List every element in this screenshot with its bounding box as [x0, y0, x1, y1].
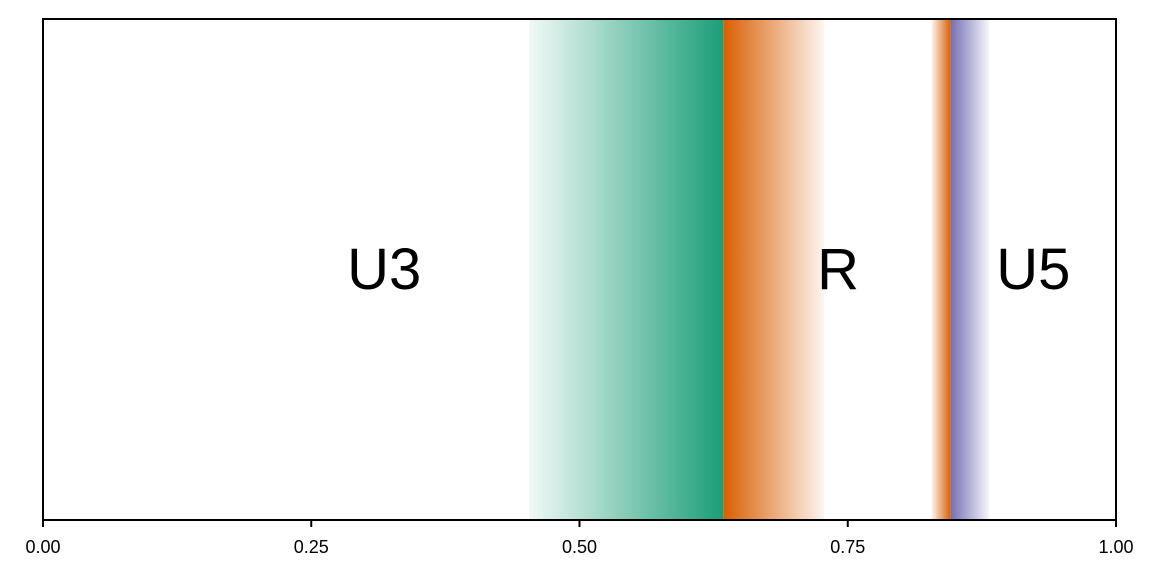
band-r-fade [723, 19, 825, 520]
bands-layer [529, 19, 990, 520]
x-tick-label: 1.00 [1098, 537, 1133, 557]
x-tick-label: 0.75 [830, 537, 865, 557]
band-u3-fade [529, 19, 724, 520]
region-label-u3: U3 [347, 237, 421, 302]
x-tick-label: 0.25 [294, 537, 329, 557]
region-labels-layer: U3 R U5 [347, 237, 1070, 302]
x-tick-label: 0.00 [25, 537, 60, 557]
x-tick-label: 0.50 [562, 537, 597, 557]
x-axis: 0.00 0.25 0.50 0.75 1.00 [25, 520, 1134, 557]
region-label-r: R [817, 237, 859, 302]
band-u5-fade [950, 19, 990, 520]
band-r-edge [931, 19, 951, 520]
region-label-u5: U5 [996, 237, 1070, 302]
